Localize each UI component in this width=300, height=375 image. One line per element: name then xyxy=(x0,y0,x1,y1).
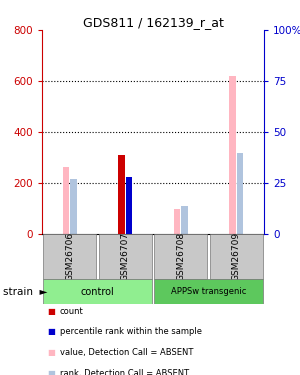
Text: GSM26708: GSM26708 xyxy=(176,232,185,281)
Bar xyxy=(118,155,125,234)
Text: percentile rank within the sample: percentile rank within the sample xyxy=(60,327,202,336)
Text: ■: ■ xyxy=(47,369,55,375)
Text: APPSw transgenic: APPSw transgenic xyxy=(171,287,246,296)
Bar xyxy=(154,234,207,279)
Bar xyxy=(210,234,263,279)
Bar xyxy=(237,153,244,234)
Bar xyxy=(229,76,236,234)
Title: GDS811 / 162139_r_at: GDS811 / 162139_r_at xyxy=(82,16,224,29)
Bar xyxy=(181,206,188,234)
Bar xyxy=(118,155,125,234)
Text: ■: ■ xyxy=(47,327,55,336)
Bar xyxy=(43,279,152,304)
Text: GSM26706: GSM26706 xyxy=(65,232,74,281)
Text: GSM26709: GSM26709 xyxy=(232,232,241,281)
Text: ■: ■ xyxy=(47,307,55,316)
Bar xyxy=(154,279,263,304)
Text: rank, Detection Call = ABSENT: rank, Detection Call = ABSENT xyxy=(60,369,189,375)
Bar xyxy=(99,234,152,279)
Text: strain  ►: strain ► xyxy=(3,286,47,297)
Bar xyxy=(43,234,96,279)
Bar xyxy=(70,179,77,234)
Bar xyxy=(173,209,180,234)
Text: value, Detection Call = ABSENT: value, Detection Call = ABSENT xyxy=(60,348,194,357)
Text: control: control xyxy=(81,286,114,297)
Bar xyxy=(126,177,133,234)
Text: ■: ■ xyxy=(47,348,55,357)
Text: count: count xyxy=(60,307,84,316)
Bar xyxy=(62,166,69,234)
Text: GSM26707: GSM26707 xyxy=(121,232,130,281)
Bar xyxy=(126,177,133,234)
